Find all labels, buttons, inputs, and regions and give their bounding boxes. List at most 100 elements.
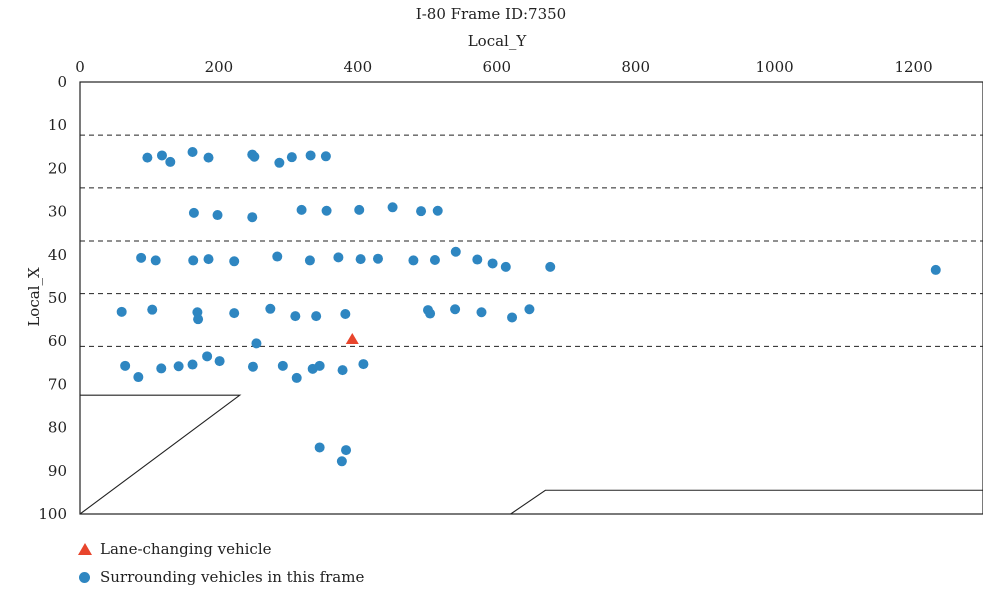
surrounding-vehicle-point (291, 372, 302, 383)
x-tick-label: 0 (75, 58, 85, 76)
surrounding-vehicle-point (500, 261, 511, 272)
surrounding-vehicle-point (425, 308, 436, 319)
data-points (116, 146, 941, 467)
surrounding-vehicle-point (432, 205, 443, 216)
surrounding-vehicle-point (387, 202, 398, 213)
surrounding-vehicle-point (229, 256, 240, 267)
surrounding-vehicle-point (340, 308, 351, 319)
y-tick-labels: 0 10 20 30 40 50 60 70 80 90 100 (38, 73, 67, 523)
surrounding-vehicle-point (286, 152, 297, 163)
lane-lines (80, 134, 983, 347)
surrounding-vehicle-point (120, 360, 131, 371)
surrounding-vehicle-point (272, 251, 283, 262)
surrounding-vehicle-point (187, 146, 198, 157)
surrounding-vehicle-point (358, 359, 369, 370)
surrounding-vehicle-point (150, 255, 161, 266)
chart-title: I-80 Frame ID:7350 (416, 5, 566, 23)
surrounding-vehicle-point (214, 356, 225, 367)
surrounding-vehicle-point (156, 150, 167, 161)
surrounding-vehicle-point (165, 156, 176, 167)
legend-item-lane-changing: Lane-changing vehicle (78, 540, 272, 558)
surrounding-vehicle-point (203, 152, 214, 163)
surrounding-vehicle-point (320, 151, 331, 162)
surrounding-vehicle-point (296, 204, 307, 215)
legend-label-surrounding: Surrounding vehicles in this frame (100, 568, 365, 586)
surrounding-vehicle-point (188, 207, 199, 218)
x-tick-label: 400 (344, 58, 373, 76)
lane-changing-vehicle-point (345, 333, 359, 345)
surrounding-vehicle-point (545, 261, 556, 272)
road-edges (79, 394, 983, 515)
surrounding-vehicle-point (290, 311, 301, 322)
x-tick-label: 200 (205, 58, 234, 76)
surrounding-vehicle-point (524, 304, 535, 315)
surrounding-vehicle-point (321, 205, 332, 216)
surrounding-vehicle-point (336, 456, 347, 467)
x-tick-label: 600 (482, 58, 511, 76)
y-tick-label: 70 (48, 375, 67, 393)
surrounding-vehicle-point (274, 157, 285, 168)
x-tick-label: 1200 (894, 58, 932, 76)
surrounding-vehicle-point (229, 308, 240, 319)
x-axis-label: Local_Y (468, 32, 528, 50)
y-tick-label: 40 (48, 246, 67, 264)
surrounding-vehicle-point (193, 314, 204, 325)
surrounding-vehicle-point (247, 212, 258, 223)
surrounding-vehicle-point (142, 152, 153, 163)
x-tick-label: 1000 (756, 58, 794, 76)
surrounding-vehicle-point (408, 255, 419, 266)
surrounding-vehicle-point (450, 304, 461, 315)
plot-frame (79, 81, 983, 515)
surrounding-vehicle-point (173, 361, 184, 372)
road-edge-line (79, 394, 242, 515)
surrounding-vehicle-point (476, 307, 487, 318)
x-tick-labels: 0 200 400 600 800 1000 1200 (75, 58, 932, 76)
surrounding-vehicle-point (147, 304, 158, 315)
surrounding-vehicle-point (277, 360, 288, 371)
y-tick-label: 0 (57, 73, 67, 91)
surrounding-vehicle-point (156, 363, 167, 374)
surrounding-vehicle-point (333, 252, 344, 263)
y-tick-label: 50 (48, 289, 67, 307)
surrounding-vehicle-point (116, 306, 127, 317)
surrounding-vehicle-point (212, 210, 223, 221)
surrounding-vehicle-point (187, 359, 198, 370)
surrounding-vehicle-point (265, 303, 276, 314)
surrounding-vehicle-point (247, 361, 258, 372)
surrounding-vehicle-point (429, 254, 440, 265)
legend-label-lane-changing: Lane-changing vehicle (100, 540, 272, 558)
triangle-marker-icon (78, 543, 92, 555)
legend-item-surrounding: Surrounding vehicles in this frame (78, 568, 364, 586)
surrounding-vehicle-point (305, 150, 316, 161)
y-tick-label: 30 (48, 203, 67, 221)
y-tick-label: 100 (38, 505, 67, 523)
surrounding-vehicle-point (354, 204, 365, 215)
surrounding-vehicle-point (487, 258, 498, 269)
surrounding-vehicle-point (472, 254, 483, 265)
surrounding-vehicle-point (450, 246, 461, 257)
y-tick-label: 20 (48, 159, 67, 177)
y-tick-label: 10 (48, 116, 67, 134)
surrounding-vehicle-point (372, 253, 383, 264)
surrounding-vehicle-point (304, 255, 315, 266)
surrounding-vehicle-point (416, 206, 427, 217)
surrounding-vehicle-point (188, 255, 199, 266)
y-tick-label: 80 (48, 419, 67, 437)
road-edge-line (510, 489, 983, 515)
surrounding-vehicle-point (341, 445, 352, 456)
surrounding-vehicle-point (133, 372, 144, 383)
surrounding-vehicle-point (314, 360, 325, 371)
surrounding-vehicle-point (337, 365, 348, 376)
x-tick-label: 800 (621, 58, 650, 76)
surrounding-vehicle-point (203, 254, 214, 265)
surrounding-vehicle-point (355, 254, 366, 265)
surrounding-vehicle-point (507, 312, 518, 323)
surrounding-vehicle-point (249, 151, 260, 162)
surrounding-vehicle-point (202, 351, 213, 362)
surrounding-vehicle-point (930, 264, 941, 275)
surrounding-vehicle-point (311, 311, 322, 322)
surrounding-vehicle-point (251, 338, 262, 349)
y-axis-label: Local_X (25, 267, 43, 327)
circle-marker-icon (79, 571, 90, 583)
